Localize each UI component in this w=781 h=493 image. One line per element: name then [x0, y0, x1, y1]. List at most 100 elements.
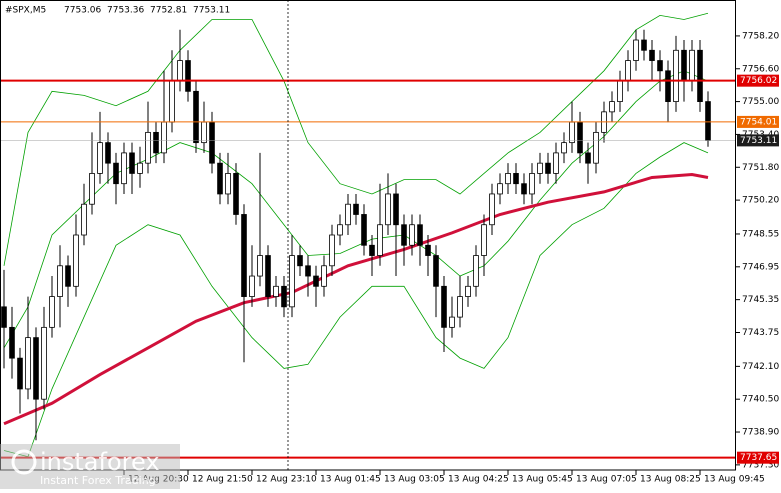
x-tick-label: 13 Aug 05:45	[512, 475, 573, 485]
candle-body	[65, 265, 71, 287]
candle-body	[377, 224, 383, 256]
plot-frame	[0, 0, 736, 471]
candle-body	[569, 121, 575, 144]
y-tick-label: 7740.50	[742, 395, 779, 405]
x-tick-label: 13 Aug 03:05	[384, 475, 445, 485]
candle-body	[209, 121, 215, 164]
candle-body	[329, 234, 335, 267]
level-price-label: 7754.01	[740, 117, 777, 127]
candle-body	[697, 49, 703, 102]
y-tick-label: 7748.55	[742, 229, 779, 239]
candle-body	[481, 224, 487, 256]
y-tick-label: 7737.30	[742, 460, 779, 470]
candle-body	[545, 162, 551, 174]
candle-body	[193, 90, 199, 144]
candle-body	[681, 49, 687, 82]
candle-body	[617, 80, 623, 102]
plot-area	[0, 12, 736, 459]
axes: 7758.207756.607755.007753.407751.807750.…	[123, 31, 779, 485]
candle-body	[641, 39, 647, 51]
header-high: 7753.36	[107, 6, 144, 16]
candle-body	[153, 131, 159, 154]
x-tick-label: 12 Aug 23:10	[256, 475, 317, 485]
candle-body	[633, 39, 639, 61]
x-tick-label: 13 Aug 01:45	[320, 475, 381, 485]
y-tick-label: 7751.80	[742, 163, 779, 173]
candle-body	[385, 193, 391, 226]
candle-body	[513, 173, 519, 185]
candle-body	[433, 255, 439, 287]
candle-body	[137, 162, 143, 174]
candle-body	[353, 203, 359, 215]
candle-body	[105, 142, 111, 164]
candle-body	[129, 152, 135, 174]
candle-body	[521, 183, 527, 195]
candle-body	[81, 203, 87, 236]
candle-body	[609, 101, 615, 113]
candle-body	[337, 224, 343, 236]
y-tick-label: 7750.20	[742, 196, 779, 206]
candle-body	[17, 357, 23, 390]
bollinger-band	[3, 142, 709, 458]
header-open: 7753.06	[64, 6, 101, 16]
candle-body	[273, 285, 279, 297]
x-tick-label: 12 Aug 21:50	[192, 475, 253, 485]
candle-body	[73, 234, 79, 287]
header-low: 7752.81	[150, 6, 187, 16]
candle-body	[89, 173, 95, 205]
candle-body	[577, 121, 583, 154]
candle-body	[401, 224, 407, 246]
candle-body	[705, 101, 711, 141]
candle-body	[449, 316, 455, 328]
candle-body	[321, 265, 327, 287]
candle-body	[241, 214, 247, 297]
candle-body	[1, 306, 7, 328]
candle-body	[265, 255, 271, 297]
y-tick-label: 7743.75	[742, 328, 779, 338]
x-tick-label: 13 Aug 04:25	[448, 475, 509, 485]
candle-body	[249, 275, 255, 297]
x-tick-label: 13 Aug 08:25	[640, 475, 701, 485]
symbol: #SPX,M5	[5, 6, 46, 16]
candle-body	[169, 80, 175, 123]
y-tick-label: 7738.90	[742, 428, 779, 438]
candle-body	[665, 70, 671, 102]
x-tick-label: 12 Aug 20:30	[128, 475, 189, 485]
bollinger-band	[3, 12, 709, 266]
candle-body	[497, 183, 503, 195]
candle-body	[25, 337, 31, 390]
candle-body	[625, 60, 631, 82]
candle-body	[161, 121, 167, 154]
candle-body	[369, 244, 375, 256]
candle-body	[41, 326, 47, 400]
candle-body	[281, 285, 287, 308]
candle-body	[505, 173, 511, 185]
candle-body	[393, 193, 399, 226]
candle-body	[313, 275, 319, 287]
candle-body	[537, 162, 543, 174]
candle-body	[585, 152, 591, 164]
level-price-label: 7737.65	[740, 453, 777, 463]
header-close: 7753.11	[193, 6, 230, 16]
level-price-box	[737, 451, 779, 464]
last-price-box	[737, 134, 779, 147]
candle-body	[441, 285, 447, 328]
y-tick-label: 7745.35	[742, 295, 779, 305]
candle-body	[9, 326, 15, 359]
level-price-box	[737, 115, 779, 128]
last-price-label: 7753.11	[740, 136, 777, 146]
candle-body	[425, 244, 431, 256]
candle-body	[297, 255, 303, 267]
candle-body	[57, 265, 63, 297]
y-tick-label: 7746.95	[742, 262, 779, 272]
watermark: instaforex Instant Forex Trading	[0, 444, 180, 489]
candle-body	[33, 337, 39, 400]
candle-body	[345, 203, 351, 226]
candle-body	[113, 162, 119, 185]
header: #SPX,M5 7753.06 7753.36 7752.81 7753.11	[5, 6, 230, 16]
candle-body	[689, 49, 695, 82]
candle-body	[201, 121, 207, 144]
candle-body	[361, 214, 367, 246]
candle-body	[649, 49, 655, 61]
